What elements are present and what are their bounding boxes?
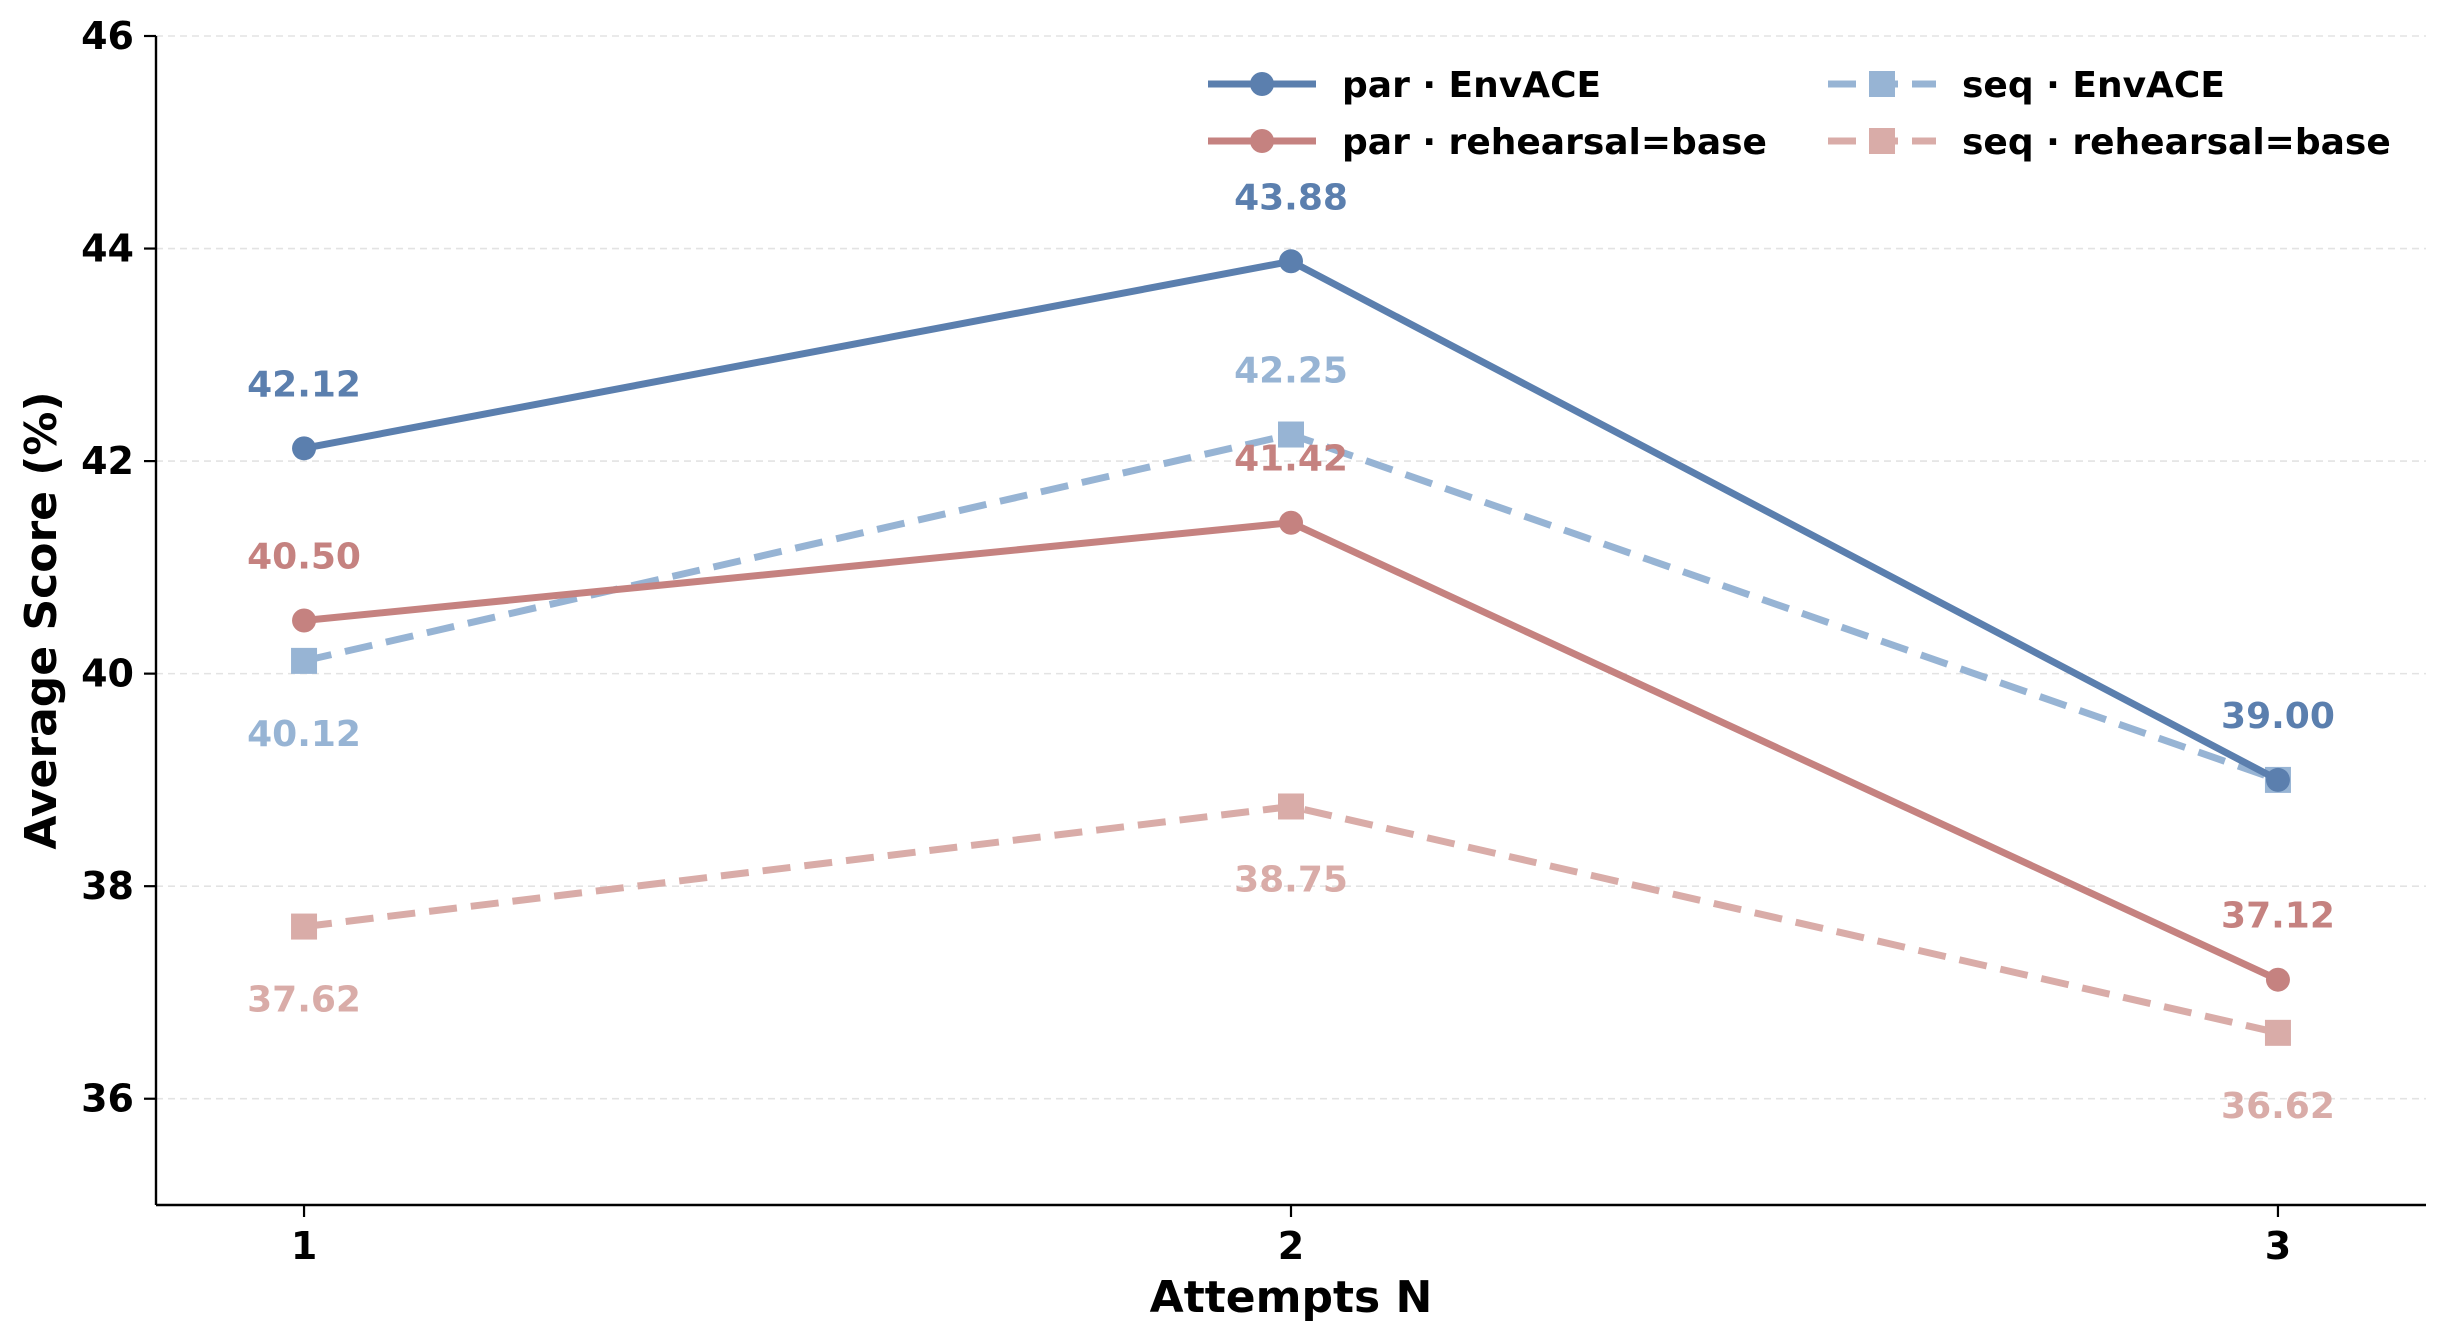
data-point bbox=[291, 913, 318, 940]
data-point bbox=[2264, 1019, 2291, 1046]
legend-item: seq · rehearsal=base bbox=[1828, 122, 2391, 163]
grid-layer bbox=[156, 35, 2426, 1100]
data-label: 40.50 bbox=[247, 537, 361, 578]
y-tick-label: 40 bbox=[81, 652, 134, 696]
data-point bbox=[1278, 421, 1304, 448]
data-label: 36.62 bbox=[2221, 1086, 2335, 1127]
x-tick-label: 1 bbox=[291, 1224, 317, 1268]
data-point bbox=[291, 647, 318, 674]
y-tick-label: 36 bbox=[81, 1077, 134, 1121]
data-point bbox=[2265, 767, 2290, 792]
y-tick-label: 46 bbox=[81, 14, 134, 58]
legend-label: seq · rehearsal=base bbox=[1962, 122, 2391, 163]
axes-layer: 36 38 40 42 44 46 1 2 3 bbox=[81, 14, 2426, 1268]
legend-item: seq · EnvACE bbox=[1828, 65, 2225, 106]
x-tick-label: 3 bbox=[2265, 1224, 2291, 1268]
series-layer bbox=[291, 249, 2291, 1046]
data-point bbox=[1278, 793, 1304, 820]
data-point bbox=[292, 436, 317, 461]
data-label: 37.12 bbox=[2221, 896, 2335, 937]
legend-marker bbox=[1869, 71, 1895, 97]
legend-marker bbox=[1250, 129, 1274, 153]
data-point bbox=[1279, 249, 1303, 274]
y-tick-label: 38 bbox=[81, 864, 134, 908]
legend-item: par · EnvACE bbox=[1208, 65, 1601, 106]
data-label: 42.12 bbox=[247, 364, 361, 405]
legend-label: seq · EnvACE bbox=[1962, 65, 2225, 106]
series-line bbox=[303, 519, 2280, 983]
y-tick-label: 42 bbox=[81, 439, 134, 483]
data-label: 39.00 bbox=[2221, 696, 2335, 737]
legend-item: par · rehearsal=base bbox=[1208, 122, 1767, 163]
legend-label: par · rehearsal=base bbox=[1342, 122, 1767, 163]
legend-label: par · EnvACE bbox=[1342, 65, 1601, 106]
legend-marker bbox=[1869, 128, 1895, 154]
data-point bbox=[1279, 510, 1303, 535]
x-tick-label: 2 bbox=[1278, 1224, 1304, 1268]
data-label: 37.62 bbox=[247, 980, 361, 1021]
y-tick-label: 44 bbox=[81, 227, 134, 271]
data-label: 40.12 bbox=[247, 714, 361, 755]
data-labels-layer: 42.12 43.88 39.00 40.50 41.42 37.12 40.12 42.25… bbox=[247, 177, 2335, 1127]
series-line bbox=[303, 431, 2280, 784]
data-label: 43.88 bbox=[1234, 177, 1348, 218]
data-label: 41.42 bbox=[1234, 439, 1348, 480]
data-label: 38.75 bbox=[1234, 859, 1348, 900]
data-point bbox=[2265, 967, 2290, 992]
data-label: 42.25 bbox=[1234, 351, 1348, 392]
legend: par · EnvACE seq · EnvACE par · rehearsal=… bbox=[1208, 65, 2391, 163]
x-axis-title: Attempts N bbox=[1150, 1272, 1433, 1323]
y-axis-title: Average Score (%) bbox=[16, 391, 67, 849]
data-point bbox=[292, 608, 317, 633]
legend-marker bbox=[1250, 72, 1274, 96]
